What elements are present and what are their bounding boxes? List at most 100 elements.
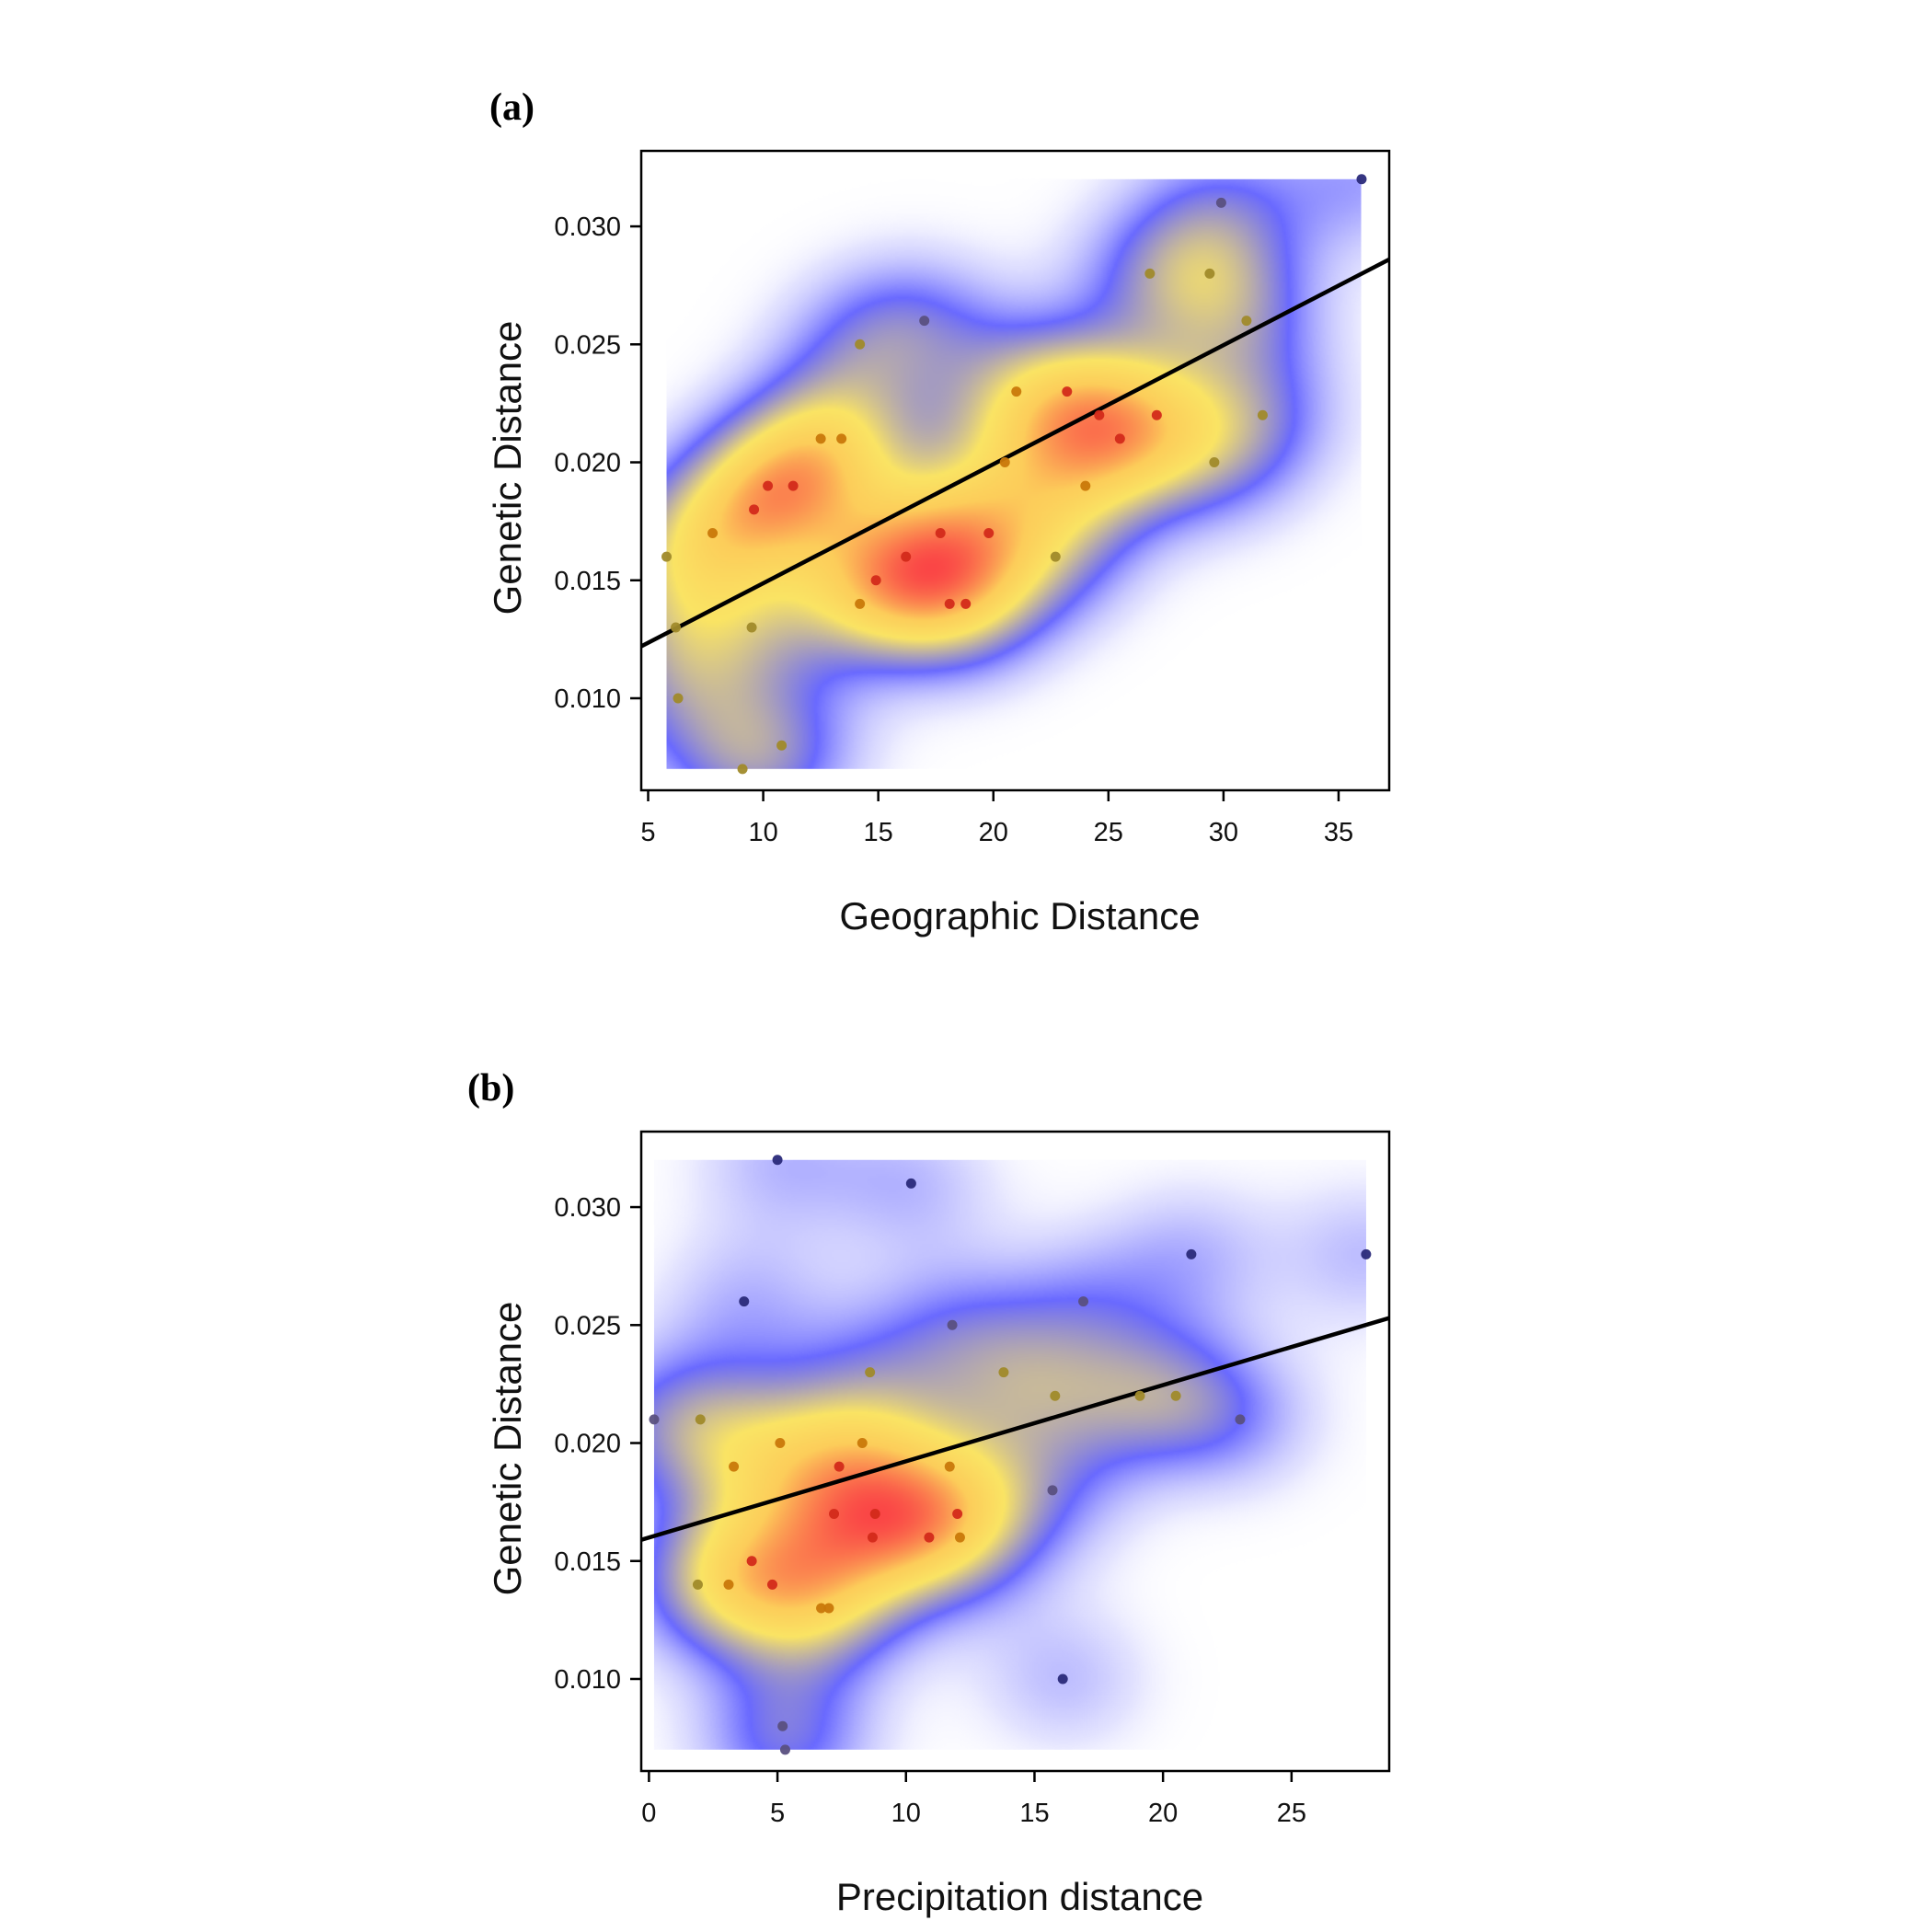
data-point — [823, 1603, 834, 1614]
data-point — [855, 339, 866, 350]
data-point — [960, 598, 972, 609]
data-point — [836, 433, 847, 444]
data-point — [661, 551, 673, 562]
data-point — [1209, 457, 1220, 468]
data-point — [869, 1508, 880, 1519]
panel-b: 0 5 10 15 20 25 0.010 0.015 0.020 0.025 0.030 Preci… — [467, 1067, 1391, 1918]
density-surface — [653, 1159, 1366, 1750]
data-point — [999, 457, 1010, 468]
data-point — [1356, 174, 1367, 185]
data-point — [919, 316, 930, 327]
data-point — [1361, 1248, 1372, 1259]
data-point — [944, 598, 955, 609]
data-point — [870, 575, 881, 586]
data-point — [746, 622, 757, 633]
x-tick-label: 15 — [1019, 1799, 1049, 1828]
data-point — [1186, 1248, 1197, 1259]
data-point — [865, 1367, 876, 1378]
data-point — [746, 1556, 757, 1567]
data-point — [766, 1579, 777, 1590]
data-point — [1050, 551, 1061, 562]
data-point — [944, 1461, 955, 1472]
data-point — [775, 1438, 786, 1449]
x-tick-label: 20 — [979, 818, 1008, 847]
y-tick-label: 0.015 — [554, 1547, 621, 1577]
data-point — [983, 527, 995, 538]
data-point — [815, 433, 826, 444]
x-tick-label: 10 — [891, 1799, 921, 1828]
data-point — [1241, 316, 1252, 327]
x-tick-label: 35 — [1324, 818, 1353, 847]
data-point — [788, 480, 799, 491]
data-point — [1134, 1390, 1145, 1401]
data-point — [739, 1296, 750, 1307]
data-point — [777, 1720, 788, 1731]
y-tick-label: 0.015 — [554, 567, 621, 596]
plot-frame — [639, 149, 1391, 792]
y-axis-title: Genetic Distance — [486, 321, 529, 615]
data-point — [834, 1461, 845, 1472]
data-point — [998, 1367, 1009, 1378]
data-point — [816, 1603, 827, 1614]
data-point — [954, 1532, 965, 1543]
data-point — [1011, 386, 1022, 397]
x-tick-label: 20 — [1148, 1799, 1178, 1828]
panel-label: (a) — [489, 86, 535, 129]
x-tick-label: 15 — [864, 818, 893, 847]
data-point — [935, 527, 946, 538]
data-point — [1144, 268, 1156, 279]
y-axis-title: Genetic Distance — [486, 1302, 529, 1596]
data-point — [1114, 433, 1125, 444]
panel-label: (b) — [467, 1067, 514, 1110]
data-point — [707, 527, 719, 538]
data-point — [1170, 1390, 1181, 1401]
data-point — [1078, 1296, 1089, 1307]
data-point — [867, 1532, 878, 1543]
data-point — [1204, 268, 1215, 279]
x-tick-label: 10 — [748, 818, 777, 847]
data-point — [729, 1461, 740, 1472]
data-point — [829, 1508, 840, 1519]
data-point — [855, 598, 866, 609]
data-point — [901, 551, 912, 562]
data-point — [723, 1579, 734, 1590]
x-axis-title: Precipitation distance — [836, 1875, 1203, 1918]
x-tick-label: 0 — [641, 1799, 656, 1828]
data-point — [947, 1319, 958, 1330]
density-surface — [666, 178, 1362, 769]
data-point — [1062, 386, 1073, 397]
data-point — [952, 1508, 963, 1519]
x-tick-label: 25 — [1094, 818, 1123, 847]
x-tick-label: 5 — [770, 1799, 785, 1828]
regression-line — [641, 257, 1389, 649]
data-point — [673, 693, 684, 704]
regression-line — [641, 1316, 1389, 1542]
y-tick-label: 0.010 — [554, 1665, 621, 1695]
data-point — [1057, 1673, 1068, 1685]
x-tick-label: 30 — [1209, 818, 1238, 847]
data-point — [924, 1532, 935, 1543]
data-point — [1080, 480, 1091, 491]
data-point — [1050, 1390, 1061, 1401]
data-point — [692, 1579, 703, 1590]
data-point — [905, 1178, 916, 1189]
data-point — [1047, 1485, 1058, 1496]
y-tick-label: 0.025 — [554, 330, 621, 360]
y-tick-label: 0.030 — [554, 1193, 621, 1223]
data-point — [1235, 1414, 1246, 1425]
data-point — [737, 764, 748, 775]
data-point — [776, 740, 788, 751]
y-tick-label: 0.025 — [554, 1311, 621, 1340]
data-point — [695, 1414, 706, 1425]
y-tick-label: 0.020 — [554, 449, 621, 478]
data-point — [763, 480, 774, 491]
x-tick-label: 5 — [640, 818, 655, 847]
data-point — [649, 1414, 660, 1425]
data-point — [671, 622, 682, 633]
data-point — [779, 1744, 790, 1755]
data-point — [1257, 409, 1268, 420]
plot-frame — [639, 1130, 1391, 1773]
x-axis-title: Geographic Distance — [839, 894, 1200, 937]
y-tick-label: 0.030 — [554, 213, 621, 242]
y-tick-label: 0.020 — [554, 1430, 621, 1459]
